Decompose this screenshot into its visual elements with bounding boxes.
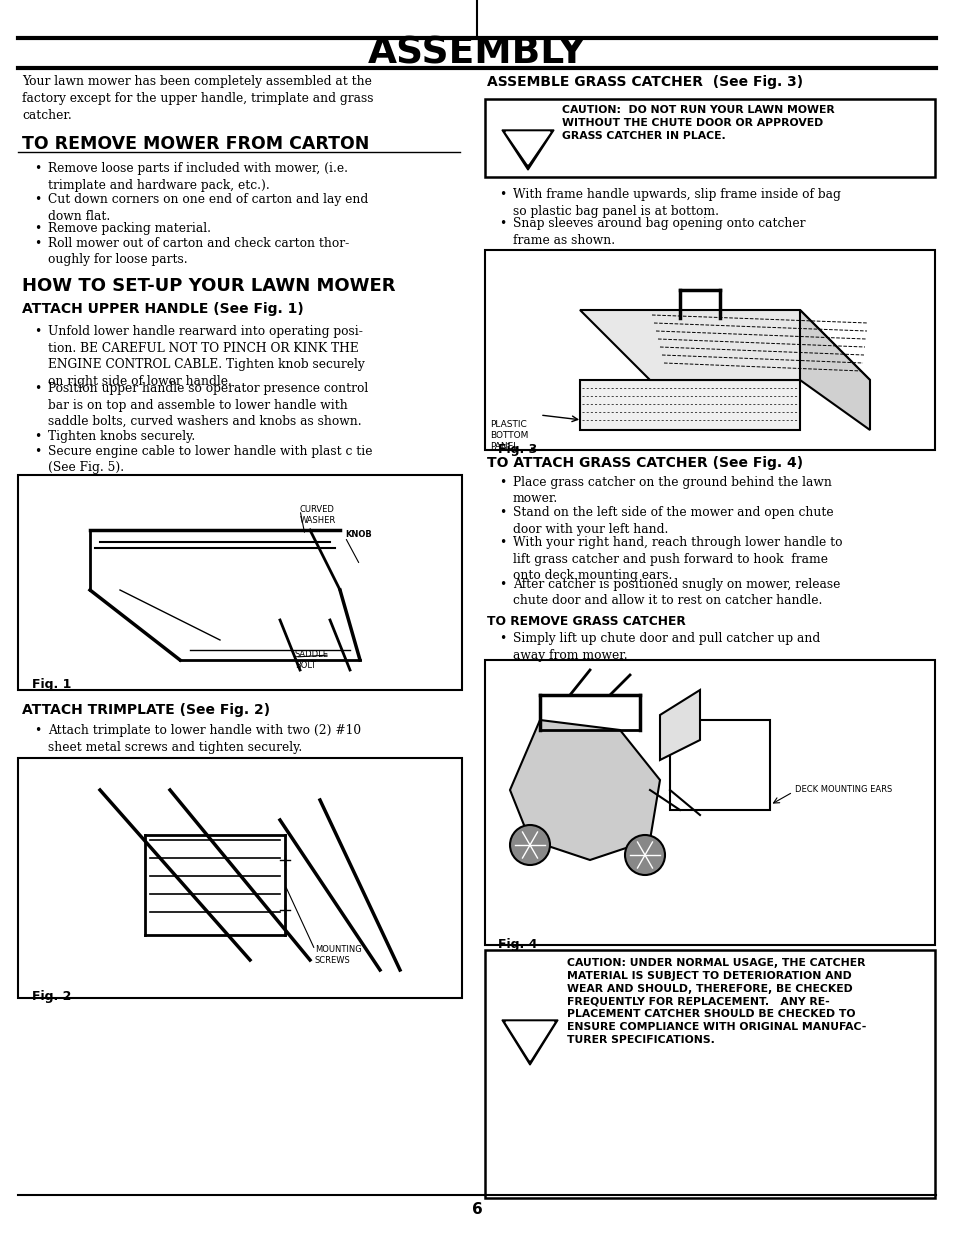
Text: HOW TO SET-UP YOUR LAWN MOWER: HOW TO SET-UP YOUR LAWN MOWER: [22, 277, 395, 295]
Text: 6: 6: [471, 1202, 482, 1217]
Text: KNOB: KNOB: [345, 530, 372, 540]
Text: With frame handle upwards, slip frame inside of bag
so plastic bag panel is at b: With frame handle upwards, slip frame in…: [513, 188, 840, 218]
Text: Cut down corners on one end of carton and lay end
down flat.: Cut down corners on one end of carton an…: [48, 193, 368, 223]
Polygon shape: [510, 720, 659, 860]
Text: TO REMOVE MOWER FROM CARTON: TO REMOVE MOWER FROM CARTON: [22, 135, 369, 153]
Polygon shape: [501, 130, 554, 169]
Text: After catcher is positioned snugly on mower, release
chute door and allow it to : After catcher is positioned snugly on mo…: [513, 578, 840, 608]
Text: MOUNTING
SCREWS: MOUNTING SCREWS: [314, 944, 361, 966]
Text: CAUTION: UNDER NORMAL USAGE, THE CATCHER
MATERIAL IS SUBJECT TO DETERIORATION AN: CAUTION: UNDER NORMAL USAGE, THE CATCHER…: [566, 958, 865, 1045]
Text: Remove loose parts if included with mower, (i.e.
trimplate and hardware pack, et: Remove loose parts if included with mowe…: [48, 162, 348, 192]
Text: •: •: [34, 383, 41, 395]
Text: SADDLE
BOLT: SADDLE BOLT: [294, 650, 329, 670]
Bar: [18, 758, 461, 998]
Text: Roll mower out of carton and check carton thor-
oughly for loose parts.: Roll mower out of carton and check carto…: [48, 237, 349, 267]
Text: TO REMOVE GRASS CATCHER: TO REMOVE GRASS CATCHER: [486, 616, 685, 628]
Text: !: !: [526, 1033, 534, 1050]
Text: Secure engine cable to lower handle with plast c tie
(See Fig. 5).: Secure engine cable to lower handle with…: [48, 445, 372, 475]
Text: Remove packing material.: Remove packing material.: [48, 222, 211, 235]
Text: With your right hand, reach through lower handle to
lift grass catcher and push : With your right hand, reach through lowe…: [513, 536, 841, 582]
Polygon shape: [501, 1020, 558, 1065]
Text: •: •: [34, 445, 41, 459]
Text: •: •: [498, 632, 506, 645]
Text: Fig. 1: Fig. 1: [32, 678, 71, 692]
Text: Unfold lower handle rearward into operating posi-
tion. BE CAREFUL NOT TO PINCH : Unfold lower handle rearward into operat…: [48, 325, 364, 388]
Polygon shape: [669, 720, 769, 810]
Text: ATTACH TRIMPLATE (See Fig. 2): ATTACH TRIMPLATE (See Fig. 2): [22, 703, 270, 716]
Text: Position upper handle so operator presence control
bar is on top and assemble to: Position upper handle so operator presen…: [48, 383, 368, 427]
Circle shape: [510, 825, 550, 865]
Text: CURVED
WASHER: CURVED WASHER: [299, 505, 335, 525]
Polygon shape: [800, 310, 869, 430]
Text: •: •: [498, 536, 506, 549]
Polygon shape: [505, 1022, 554, 1060]
Bar: [484, 660, 934, 944]
Circle shape: [624, 835, 664, 875]
Text: •: •: [34, 237, 41, 250]
Text: •: •: [34, 162, 41, 174]
Text: •: •: [34, 325, 41, 338]
Text: PLASTIC
BOTTOM
PANEL: PLASTIC BOTTOM PANEL: [490, 420, 528, 451]
Bar: [484, 949, 934, 1197]
Polygon shape: [659, 690, 700, 760]
Text: Place grass catcher on the ground behind the lawn
mower.: Place grass catcher on the ground behind…: [513, 476, 831, 506]
Text: Attach trimplate to lower handle with two (2) #10
sheet metal screws and tighten: Attach trimplate to lower handle with tw…: [48, 724, 361, 754]
Text: Your lawn mower has been completely assembled at the
factory except for the uppe: Your lawn mower has been completely asse…: [22, 75, 374, 122]
Bar: [484, 250, 934, 450]
Polygon shape: [505, 132, 550, 164]
Text: ASSEMBLE GRASS CATCHER  (See Fig. 3): ASSEMBLE GRASS CATCHER (See Fig. 3): [486, 75, 802, 88]
Text: !: !: [524, 136, 531, 151]
Text: Stand on the left side of the mower and open chute
door with your left hand.: Stand on the left side of the mower and …: [513, 506, 833, 536]
Text: Fig. 2: Fig. 2: [32, 991, 71, 1003]
Text: CAUTION:  DO NOT RUN YOUR LAWN MOWER
WITHOUT THE CHUTE DOOR OR APPROVED
GRASS CA: CAUTION: DO NOT RUN YOUR LAWN MOWER WITH…: [561, 105, 834, 141]
Text: •: •: [498, 506, 506, 520]
Bar: [484, 98, 934, 177]
Text: ATTACH UPPER HANDLE (See Fig. 1): ATTACH UPPER HANDLE (See Fig. 1): [22, 302, 303, 316]
Text: •: •: [498, 578, 506, 591]
Text: Simply lift up chute door and pull catcher up and
away from mower.: Simply lift up chute door and pull catch…: [513, 632, 820, 662]
Text: •: •: [34, 222, 41, 235]
Text: •: •: [34, 430, 41, 444]
Text: •: •: [34, 724, 41, 736]
Text: TO ATTACH GRASS CATCHER (See Fig. 4): TO ATTACH GRASS CATCHER (See Fig. 4): [486, 456, 802, 470]
Text: •: •: [498, 476, 506, 488]
Text: Snap sleeves around bag opening onto catcher
frame as shown.: Snap sleeves around bag opening onto cat…: [513, 217, 804, 247]
Text: Fig. 4: Fig. 4: [497, 938, 537, 951]
Polygon shape: [579, 310, 869, 380]
Text: Fig. 3: Fig. 3: [497, 444, 537, 456]
Polygon shape: [579, 380, 800, 430]
Text: •: •: [34, 193, 41, 206]
Text: Tighten knobs securely.: Tighten knobs securely.: [48, 430, 195, 444]
Bar: [18, 475, 461, 690]
Text: •: •: [498, 188, 506, 201]
Text: •: •: [498, 217, 506, 231]
Text: DECK MOUNTING EARS: DECK MOUNTING EARS: [794, 785, 891, 794]
Text: ASSEMBLY: ASSEMBLY: [368, 35, 585, 71]
